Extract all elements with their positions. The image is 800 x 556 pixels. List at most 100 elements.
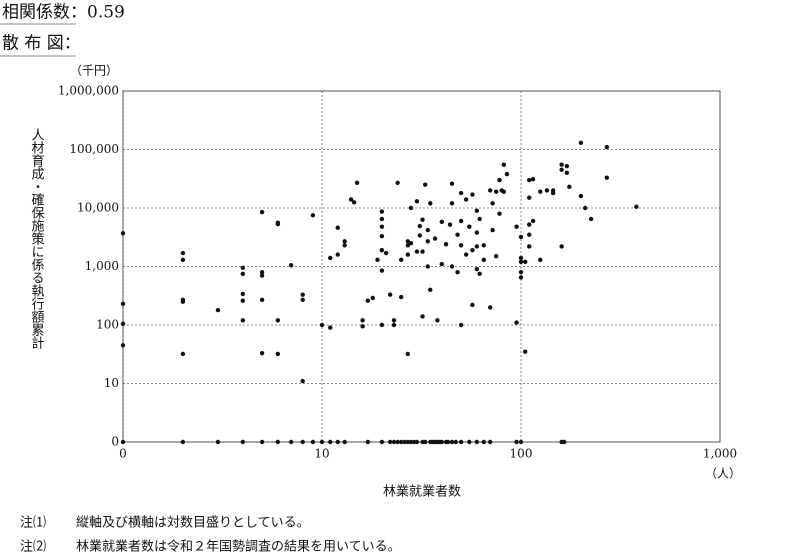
point: [455, 269, 460, 275]
point: [453, 439, 458, 445]
note-marker: 注⑵: [20, 540, 46, 555]
point: [470, 302, 475, 308]
point: [408, 241, 414, 246]
point: [398, 439, 404, 445]
point: [470, 247, 475, 253]
point: [425, 239, 430, 244]
point: [527, 244, 532, 249]
point: [408, 439, 414, 445]
point: [493, 253, 499, 259]
point: [564, 170, 570, 175]
point: [180, 299, 186, 304]
point: [458, 439, 464, 445]
point: [504, 171, 510, 177]
point: [379, 209, 385, 214]
point: [481, 243, 486, 248]
point: [481, 439, 486, 445]
point: [180, 257, 186, 263]
point: [259, 209, 265, 215]
point: [328, 439, 333, 445]
point: [120, 439, 126, 445]
point: [180, 250, 186, 256]
point: [417, 223, 422, 229]
point: [578, 140, 584, 146]
point: [544, 188, 550, 193]
point: [458, 190, 464, 196]
point: [518, 259, 524, 265]
point: [405, 252, 411, 257]
point: [379, 322, 385, 328]
point: [588, 216, 594, 222]
point: [420, 249, 425, 254]
point: [240, 318, 246, 323]
y-tick-label: 100: [96, 318, 119, 332]
point: [439, 261, 445, 267]
point: [180, 439, 186, 445]
x-tick-label: 0: [119, 447, 127, 461]
point: [310, 439, 316, 445]
point: [514, 224, 519, 229]
y-tick-label: 0: [111, 435, 119, 449]
point: [604, 175, 610, 180]
point: [538, 189, 543, 194]
point: [425, 227, 430, 233]
point: [120, 321, 126, 326]
point: [405, 351, 411, 357]
point: [300, 292, 305, 297]
point: [395, 439, 400, 445]
point: [328, 255, 333, 261]
point: [445, 439, 451, 445]
point: [391, 322, 397, 328]
point: [447, 222, 453, 227]
y-tick-label: 1,000,000: [58, 84, 119, 98]
y-tick-label: 10: [104, 376, 119, 390]
point: [530, 218, 536, 224]
point: [417, 233, 422, 238]
point: [275, 439, 281, 445]
point: [335, 225, 340, 230]
point: [455, 232, 460, 237]
point: [240, 291, 246, 297]
point: [319, 322, 325, 328]
point: [527, 195, 532, 200]
point: [497, 177, 502, 183]
point: [501, 162, 507, 167]
point: [310, 213, 316, 218]
point: [383, 250, 389, 256]
point: [375, 257, 380, 263]
x-tick-label: 10: [314, 447, 329, 461]
point: [348, 197, 354, 202]
point: [474, 439, 480, 445]
y-tick-label: 1,000: [85, 259, 119, 273]
point: [518, 269, 524, 275]
point: [402, 439, 407, 445]
point: [487, 439, 493, 445]
point: [449, 264, 455, 269]
y-tick-label: 100,000: [69, 142, 119, 156]
point: [420, 314, 425, 319]
point: [365, 439, 371, 445]
point: [463, 197, 469, 202]
point: [342, 239, 347, 244]
point: [527, 232, 532, 237]
point: [370, 295, 375, 301]
point: [518, 234, 524, 240]
point: [360, 318, 365, 323]
x-tick-label: 100: [510, 447, 533, 461]
note-text: 縦軸及び横軸は対数目盛りとしている。: [76, 516, 310, 531]
point: [414, 199, 420, 204]
point: [300, 297, 305, 302]
point: [387, 439, 393, 445]
point: [259, 273, 265, 278]
note-marker: 注⑴: [20, 516, 46, 531]
point: [379, 247, 385, 253]
point: [398, 257, 404, 263]
point: [180, 351, 186, 357]
point: [477, 271, 482, 277]
point: [240, 271, 246, 277]
point: [428, 287, 433, 292]
point: [120, 343, 126, 348]
point: [240, 265, 246, 271]
point: [634, 204, 639, 209]
